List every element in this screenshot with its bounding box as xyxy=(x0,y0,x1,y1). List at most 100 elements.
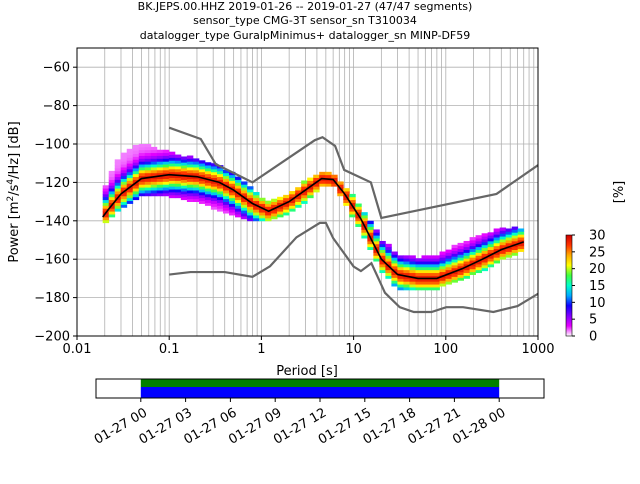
psd-cell xyxy=(355,203,362,207)
psd-cell xyxy=(210,174,218,178)
psd-cell xyxy=(156,172,164,177)
psd-cell xyxy=(241,207,248,211)
psd-cell xyxy=(168,194,176,199)
psd-cell xyxy=(421,275,428,279)
psd-cell xyxy=(499,236,507,240)
psd-cell xyxy=(253,206,260,210)
psd-cell xyxy=(493,260,501,264)
psd-cell xyxy=(307,180,314,184)
title-line-3: datalogger_type GuralpMinimus+ datalogge… xyxy=(140,29,471,42)
psd-cell xyxy=(331,174,338,178)
psd-cell xyxy=(229,203,236,207)
psd-cell xyxy=(277,214,284,218)
psd-cell xyxy=(216,205,224,209)
psd-cell xyxy=(180,179,188,183)
psd-cell xyxy=(457,245,464,250)
psd-cell xyxy=(150,178,158,182)
psd-cell xyxy=(385,243,392,248)
psd-cell xyxy=(241,187,248,191)
psd-cell xyxy=(427,275,434,279)
psd-cell xyxy=(114,168,122,172)
psd-cell xyxy=(120,192,128,197)
psd-cell xyxy=(222,187,230,191)
psd-cell xyxy=(427,287,434,291)
psd-cell xyxy=(361,212,368,216)
psd-cell xyxy=(229,186,236,190)
psd-cell xyxy=(156,187,164,191)
psd-cell xyxy=(451,279,458,283)
psd-cell xyxy=(198,200,206,204)
psd-cell xyxy=(132,144,140,149)
psd-cell xyxy=(427,284,434,288)
psd-cell xyxy=(144,146,152,151)
psd-cell xyxy=(210,163,218,167)
psd-cell xyxy=(397,278,404,282)
psd-density xyxy=(102,144,525,291)
psd-cell xyxy=(499,256,507,260)
psd-cell xyxy=(210,166,218,170)
psd-cell xyxy=(265,203,272,207)
psd-cell xyxy=(421,278,428,282)
psd-cell xyxy=(108,199,116,203)
psd-cell xyxy=(511,235,519,239)
psd-cell xyxy=(241,204,248,208)
psd-cell xyxy=(198,189,206,193)
psd-cell xyxy=(415,284,422,288)
psd-cell xyxy=(295,195,302,200)
psd-cell xyxy=(451,250,458,254)
psd-cell xyxy=(144,152,152,156)
psd-cell xyxy=(439,265,446,270)
psd-cell xyxy=(120,167,128,171)
psd-cell xyxy=(114,182,122,186)
psd-cell xyxy=(439,268,446,273)
psd-cell xyxy=(277,196,284,201)
psd-cell xyxy=(397,275,404,279)
psd-cell xyxy=(180,188,188,192)
psd-cell xyxy=(126,166,134,170)
psd-cell xyxy=(421,258,428,262)
psd-cell xyxy=(162,169,170,174)
psd-cell xyxy=(138,158,146,162)
psd-cell xyxy=(126,148,134,153)
psd-cell xyxy=(192,172,200,177)
psd-cell xyxy=(192,195,200,200)
psd-cell xyxy=(210,192,218,196)
psd-cell xyxy=(349,208,356,212)
psd-cell xyxy=(216,182,224,186)
psd-cell xyxy=(235,182,242,186)
psd-cell xyxy=(198,168,206,173)
psd-cell xyxy=(150,161,158,165)
psd-cell xyxy=(247,194,254,199)
psd-cell xyxy=(222,198,230,202)
psd-cell xyxy=(445,264,452,268)
psd-cell xyxy=(511,240,519,245)
psd-cell xyxy=(451,264,458,269)
psd-cell xyxy=(397,287,404,291)
psd-cell xyxy=(222,169,230,174)
mode-curve-group xyxy=(102,173,524,280)
psd-cell xyxy=(156,192,164,197)
psd-cell xyxy=(421,269,428,274)
psd-cell xyxy=(469,268,476,273)
psd-cell xyxy=(433,264,440,268)
psd-cell xyxy=(427,264,434,268)
psd-cell xyxy=(150,181,158,185)
psd-cell xyxy=(445,255,452,259)
psd-cell xyxy=(259,209,266,213)
psd-cell xyxy=(463,266,470,271)
psd-cell xyxy=(132,147,140,152)
psd-cell xyxy=(313,183,320,187)
psd-cell xyxy=(192,164,200,168)
psd-cell xyxy=(517,231,525,235)
psd-cell xyxy=(397,255,404,259)
psd-cell xyxy=(499,241,507,246)
psd-cell xyxy=(361,220,368,225)
psd-cell xyxy=(126,163,134,167)
x-axis: 0.01 0.1 1 10 100 1000 xyxy=(63,336,555,357)
psd-cell xyxy=(283,212,290,216)
psd-cell xyxy=(463,264,470,268)
psd-cell xyxy=(229,197,236,202)
psd-cell xyxy=(132,165,140,169)
psd-cell xyxy=(253,192,260,196)
